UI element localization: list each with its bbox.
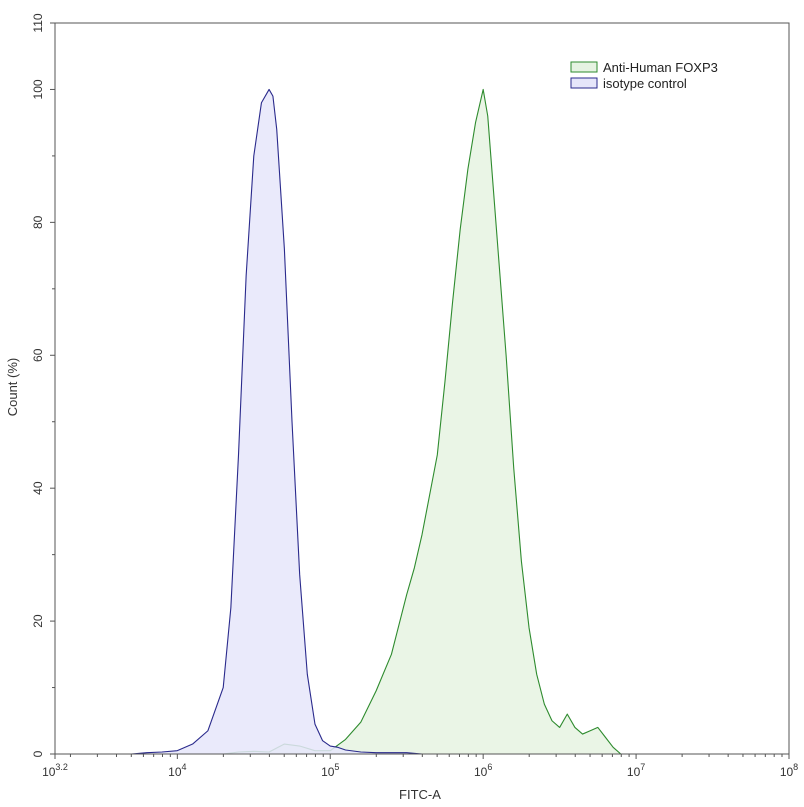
- y-tick-label-0: 0: [31, 750, 45, 757]
- x-axis-label: FITC-A: [399, 787, 441, 802]
- legend-label-0: Anti-Human FOXP3: [603, 60, 718, 75]
- legend-swatch-1: [570, 77, 598, 89]
- y-tick-label-4: 80: [31, 215, 45, 229]
- series-area-0: [223, 89, 621, 754]
- legend-label-1: isotype control: [603, 76, 687, 91]
- x-tick-label-2: 105: [321, 762, 339, 779]
- y-tick-label-3: 60: [31, 348, 45, 362]
- y-tick-label-2: 40: [31, 481, 45, 495]
- legend-swatch-0: [570, 61, 598, 73]
- series-area-1: [131, 89, 422, 754]
- x-tick-label-0: 103.2: [42, 762, 68, 779]
- y-axis-label: Count (%): [5, 358, 20, 417]
- axis-layer: 103.2 104 105 106 107 108 0 20 40 60 80 100 110: [31, 13, 798, 779]
- y-tick-label-1: 20: [31, 614, 45, 628]
- series-line-1: [131, 88, 423, 755]
- x-tick-label-1: 104: [168, 762, 186, 779]
- y-tick-label-5: 100: [31, 79, 45, 99]
- y-tick-label-6: 110: [31, 13, 45, 32]
- x-tick-label-4: 107: [627, 762, 645, 779]
- x-tick-label-3: 106: [474, 762, 492, 779]
- series-layer: [131, 88, 622, 755]
- x-tick-label-5: 108: [780, 762, 798, 779]
